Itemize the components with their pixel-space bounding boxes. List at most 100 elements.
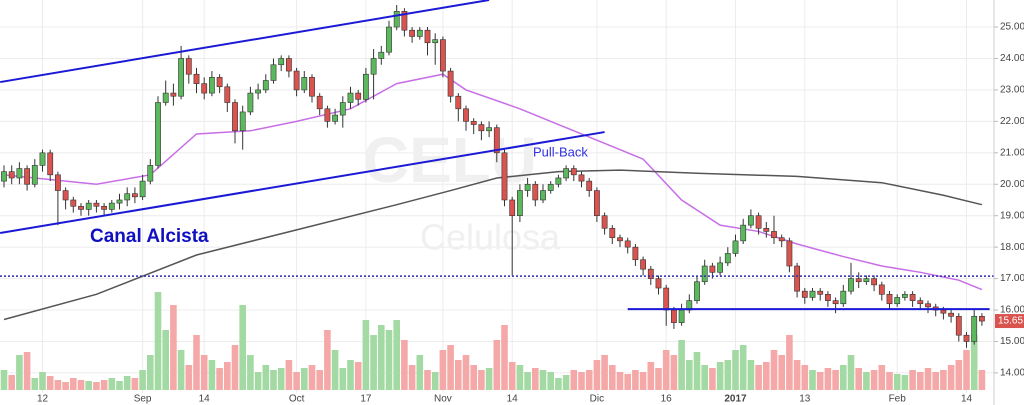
volume-bar — [455, 360, 462, 390]
volume-bar — [932, 372, 939, 390]
volume-bar — [485, 368, 493, 390]
candle-body — [578, 174, 585, 182]
volume-bar — [801, 365, 809, 390]
volume-bar — [793, 360, 801, 390]
x-tick-label: Sep — [134, 394, 152, 405]
volume-bar — [339, 368, 347, 390]
volume-bar — [378, 325, 385, 390]
x-tick-label: 14 — [961, 394, 973, 405]
volume-bar — [23, 352, 31, 390]
volume-bar — [147, 355, 154, 390]
candle-body — [386, 26, 392, 53]
volume-bar — [570, 370, 578, 390]
volume-bar — [547, 372, 554, 390]
volume-bar — [585, 370, 593, 390]
candle-body — [16, 168, 23, 179]
volume-bar — [431, 372, 439, 390]
candle-body — [516, 190, 523, 217]
y-tick-label: 20.00 — [1000, 179, 1024, 190]
candle-body — [216, 77, 223, 88]
candle-body — [185, 58, 192, 75]
volume-bar — [293, 372, 300, 390]
volume-bar — [917, 372, 924, 390]
candle-body — [85, 202, 92, 210]
annotation: Canal Alcista — [90, 226, 209, 247]
volume-bar — [70, 378, 77, 390]
candle-body — [848, 278, 854, 292]
volume-bar — [123, 376, 131, 390]
volume-bar — [193, 335, 200, 390]
candle-body — [178, 58, 184, 97]
volume-bar — [770, 350, 778, 390]
watermark: CELU — [363, 124, 537, 196]
y-tick-label: 16.00 — [1000, 305, 1024, 316]
volume-bar — [686, 360, 693, 390]
volume-bar — [224, 362, 231, 390]
candle-body — [455, 95, 462, 110]
candle-body — [270, 64, 277, 81]
candle-body — [801, 290, 808, 298]
candle-body — [732, 240, 739, 254]
candle-body — [925, 303, 931, 308]
volume-bar — [978, 370, 986, 390]
candle-body — [593, 190, 600, 217]
candle-body — [124, 193, 131, 201]
candle-body — [978, 316, 985, 322]
volume-bar — [177, 350, 185, 390]
candle-body — [139, 180, 146, 198]
volume-bar — [108, 378, 116, 390]
volume-bar — [824, 368, 832, 390]
x-tick-label: 12 — [37, 394, 49, 405]
trend-line — [0, 0, 490, 84]
candle-body — [509, 199, 516, 217]
x-tick-label: Dic — [590, 394, 604, 405]
volume-bar — [54, 380, 62, 390]
candle-body — [370, 58, 377, 75]
x-tick-label: 13 — [799, 394, 811, 405]
volume-bar — [308, 365, 316, 390]
candle-body — [694, 281, 700, 301]
candle-body — [62, 190, 69, 201]
candle-body — [147, 165, 154, 182]
candle-body — [640, 259, 646, 270]
candle-body — [547, 183, 554, 191]
candle-body — [901, 294, 908, 298]
candle-body — [778, 237, 785, 242]
volume-bar — [239, 305, 246, 390]
volume-bar — [732, 350, 739, 390]
volume-bar — [93, 382, 100, 390]
candle-body — [447, 70, 454, 97]
y-tick-label: 15.00 — [1000, 336, 1024, 347]
moving-average — [3, 73, 983, 291]
candle-body — [632, 246, 639, 261]
candle-body — [432, 39, 439, 44]
moving-average — [3, 169, 983, 321]
volume-bar — [216, 368, 223, 390]
candle-body — [31, 165, 38, 185]
volume-bar — [501, 325, 508, 390]
volume-bar — [301, 368, 308, 390]
candle-body — [948, 312, 954, 317]
candle-body — [724, 253, 731, 264]
volume-bar — [324, 330, 331, 390]
candle-body — [786, 240, 793, 267]
volume-bar — [231, 345, 239, 390]
volume-bar — [478, 370, 485, 390]
x-tick-label: Feb — [889, 394, 907, 405]
volume-bar — [747, 360, 755, 390]
candle-body — [663, 287, 670, 311]
candle-body — [871, 278, 877, 286]
volume-bar — [285, 360, 293, 390]
candle-body — [101, 205, 107, 210]
y-tick-label: 24.00 — [1000, 53, 1024, 64]
candle-body — [963, 334, 970, 342]
candle-body — [24, 168, 30, 185]
volume-bar — [46, 376, 54, 390]
candle-body — [439, 39, 446, 72]
y-tick-label: 25.00 — [1000, 22, 1024, 33]
volume-bar — [362, 320, 370, 390]
x-tick-label: Oct — [289, 394, 305, 405]
volume-bar — [439, 350, 447, 390]
candle-body — [840, 290, 847, 305]
